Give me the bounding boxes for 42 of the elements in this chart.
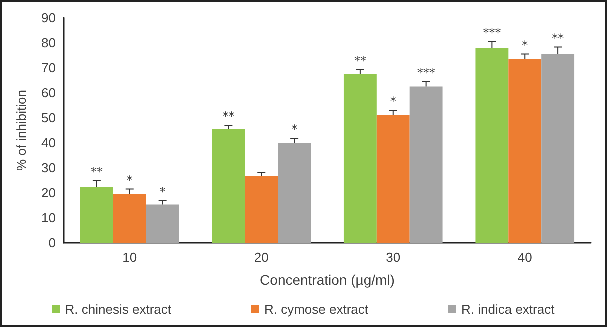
data-label: ** xyxy=(222,110,235,124)
bar xyxy=(278,143,312,243)
bar xyxy=(410,86,443,243)
bar xyxy=(80,187,114,243)
x-tick-label: 40 xyxy=(518,250,532,265)
data-label: ** xyxy=(354,54,366,68)
legend-label: R. chinesis extract xyxy=(65,302,172,317)
bar xyxy=(508,59,542,243)
data-label: * xyxy=(292,122,298,136)
data-label: * xyxy=(160,185,166,199)
bar xyxy=(542,54,575,243)
bar xyxy=(212,129,246,243)
bar xyxy=(146,204,180,243)
x-tick-label: 10 xyxy=(122,250,138,265)
y-tick-label: 70 xyxy=(42,60,56,76)
data-label: *** xyxy=(483,26,502,40)
bar xyxy=(344,74,377,243)
y-tick-label: 30 xyxy=(42,160,56,176)
y-tick-label: 20 xyxy=(42,186,56,200)
y-tick-label: 0 xyxy=(48,236,56,250)
data-label: * xyxy=(126,173,133,188)
legend-label: R. cymose extract xyxy=(264,302,369,317)
y-tick-label: 10 xyxy=(42,210,56,226)
y-tick-label: 60 xyxy=(42,86,56,100)
bar xyxy=(376,116,410,243)
y-axis-title: % of inhibition xyxy=(14,90,29,171)
data-label: ** xyxy=(90,165,103,179)
y-tick-label: 80 xyxy=(42,36,56,50)
y-tick-label: 90 xyxy=(42,10,56,26)
data-label: * xyxy=(522,38,528,52)
y-tick-label: 40 xyxy=(42,136,56,150)
bar xyxy=(113,194,146,243)
x-axis-title: Concentration (µg/ml) xyxy=(260,272,395,288)
y-tick-label: 50 xyxy=(42,110,56,126)
data-label: ** xyxy=(552,31,564,46)
x-tick-label: 20 xyxy=(254,250,269,265)
data-label: *** xyxy=(417,66,436,80)
data-label: * xyxy=(390,94,396,108)
bar xyxy=(476,48,509,243)
x-tick-label: 30 xyxy=(386,250,401,265)
bar xyxy=(245,176,278,243)
legend-label: R. indica extract xyxy=(462,302,556,317)
